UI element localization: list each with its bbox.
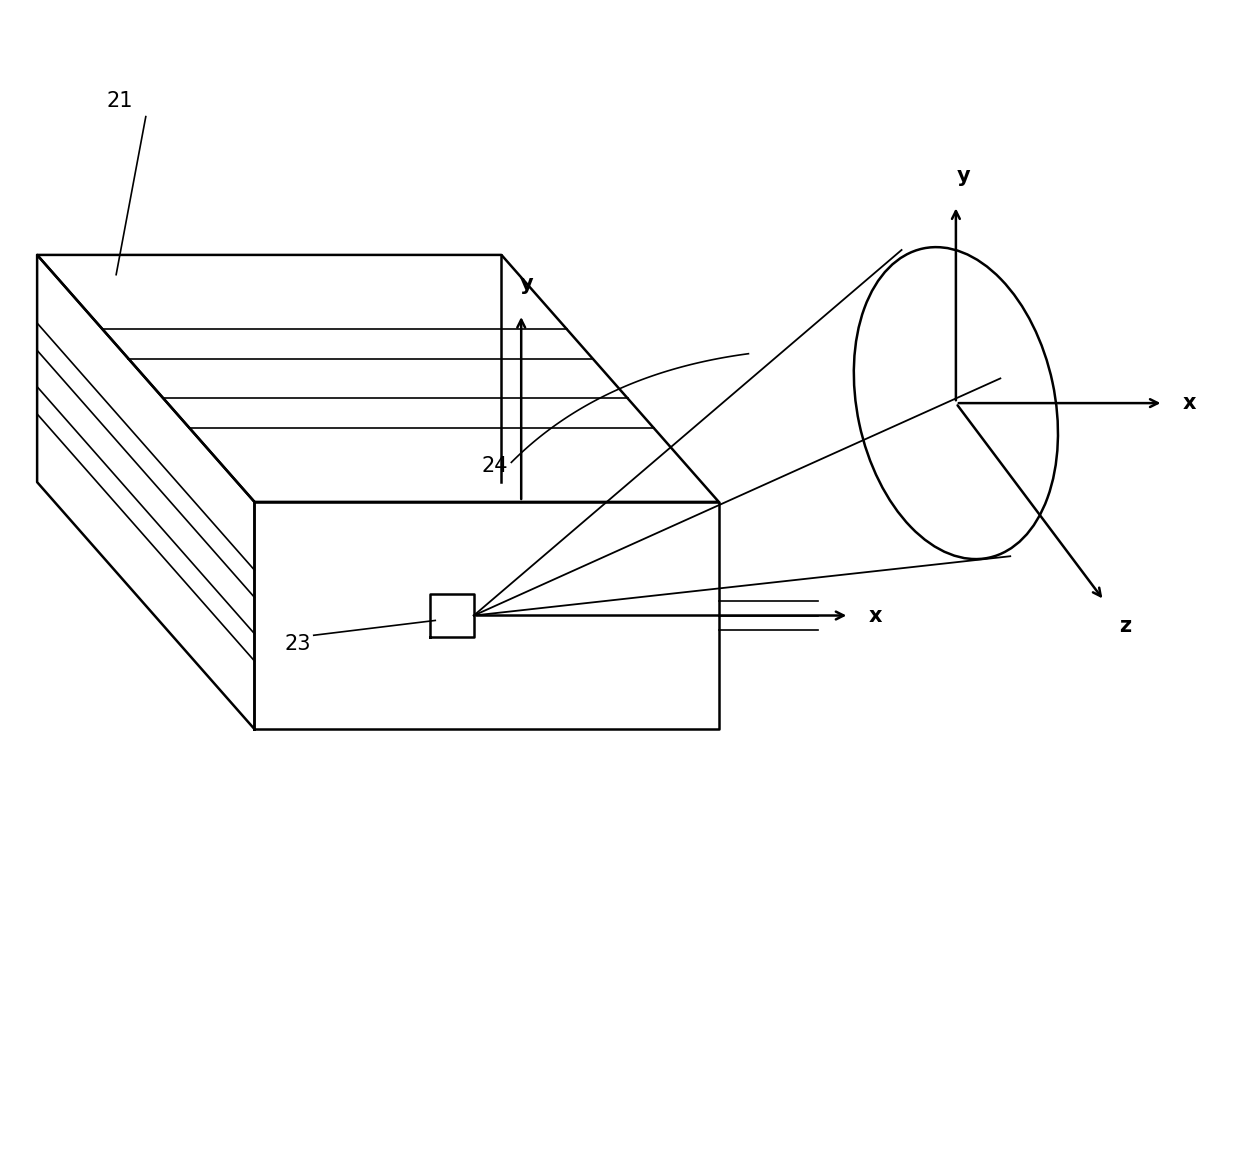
Text: 23: 23 [284, 634, 310, 654]
Text: x: x [869, 605, 883, 625]
Text: 24: 24 [481, 456, 508, 477]
Text: x: x [1183, 394, 1197, 413]
Text: y: y [520, 274, 533, 295]
Text: y: y [957, 166, 971, 185]
Text: 21: 21 [107, 91, 133, 110]
Text: z: z [1118, 616, 1131, 635]
